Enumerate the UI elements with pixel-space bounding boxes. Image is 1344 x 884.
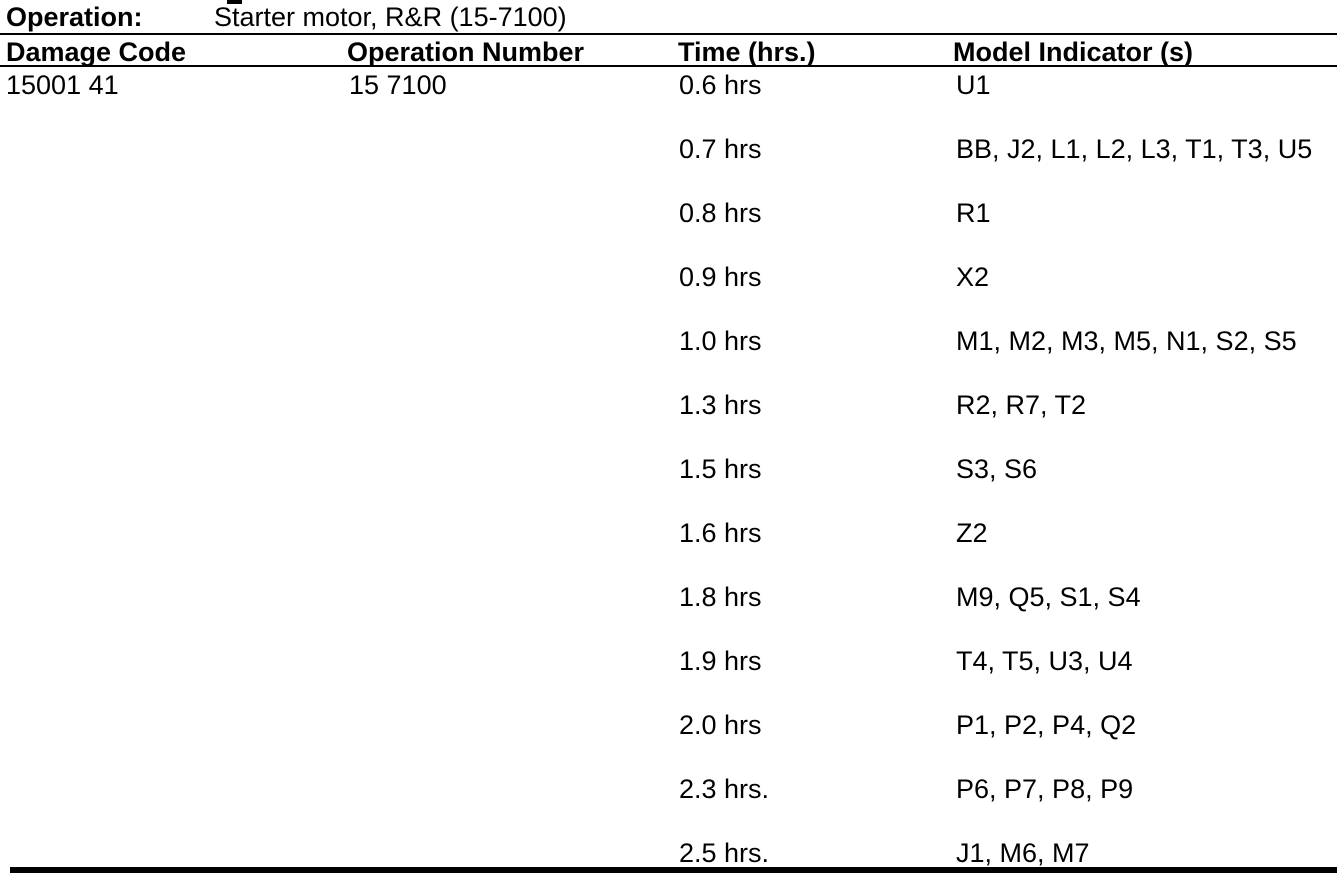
model-indicators-value: T4, T5, U3, U4	[956, 646, 1133, 676]
operation-value: Starter motor, R&R (15-7100)	[214, 2, 567, 32]
time-value: 0.8 hrs	[679, 198, 762, 228]
time-value: 2.5 hrs.	[679, 838, 770, 868]
table-row: 1.0 hrs M1, M2, M3, M5, N1, S2, S5	[0, 326, 1344, 390]
model-indicators-value: BB, J2, L1, L2, L3, T1, T3, U5	[956, 134, 1313, 164]
time-value: 1.6 hrs	[679, 518, 762, 548]
cropped-text-fragment	[227, 0, 242, 4]
operation-label: Operation:	[6, 2, 143, 32]
table-row: 0.9 hrs X2	[0, 262, 1344, 326]
model-indicators-value: J1, M6, M7	[956, 838, 1090, 868]
divider-operation-underline	[0, 33, 1337, 35]
table-row: 0.6 hrs U1	[0, 70, 1344, 134]
model-indicators-value: U1	[956, 70, 991, 100]
time-value: 0.9 hrs	[679, 262, 762, 292]
table-row: 0.8 hrs R1	[0, 198, 1344, 262]
model-indicators-value: P6, P7, P8, P9	[956, 774, 1134, 804]
time-value: 0.7 hrs	[679, 134, 762, 164]
table-row: 1.6 hrs Z2	[0, 518, 1344, 582]
table-row: 2.5 hrs. J1, M6, M7	[0, 838, 1344, 884]
model-indicators-value: X2	[956, 262, 990, 292]
model-indicators-value: R2, R7, T2	[956, 390, 1087, 420]
table-row: 1.5 hrs S3, S6	[0, 454, 1344, 518]
time-value: 2.3 hrs.	[679, 774, 770, 804]
damage-code-value: 15001 41	[6, 70, 119, 100]
table-row: 1.8 hrs M9, Q5, S1, S4	[0, 582, 1344, 646]
model-indicators-value: M1, M2, M3, M5, N1, S2, S5	[956, 326, 1297, 356]
time-value: 2.0 hrs	[679, 710, 762, 740]
model-indicators-value: P1, P2, P4, Q2	[956, 710, 1137, 740]
model-indicators-value: M9, Q5, S1, S4	[956, 582, 1141, 612]
model-indicators-value: R1	[956, 198, 991, 228]
operation-number-value: 15 7100	[349, 70, 447, 100]
table-row: 1.9 hrs T4, T5, U3, U4	[0, 646, 1344, 710]
time-value: 1.5 hrs	[679, 454, 762, 484]
time-value: 0.6 hrs	[679, 70, 762, 100]
table-row: 2.3 hrs. P6, P7, P8, P9	[0, 774, 1344, 838]
time-value: 1.8 hrs	[679, 582, 762, 612]
time-value: 1.0 hrs	[679, 326, 762, 356]
table-row: 2.0 hrs P1, P2, P4, Q2	[0, 710, 1344, 774]
table-row: 0.7 hrs BB, J2, L1, L2, L3, T1, T3, U5	[0, 134, 1344, 198]
column-header-damage-code: Damage Code	[6, 37, 187, 67]
model-indicators-value: S3, S6	[956, 454, 1038, 484]
divider-header-underline	[0, 65, 1337, 67]
column-header-model-indicators: Model Indicator (s)	[953, 37, 1194, 67]
column-header-operation-number: Operation Number	[347, 37, 585, 67]
divider-table-bottom	[10, 867, 1337, 873]
column-header-time: Time (hrs.)	[678, 37, 816, 67]
time-value: 1.9 hrs	[679, 646, 762, 676]
table-row: 1.3 hrs R2, R7, T2	[0, 390, 1344, 454]
model-indicators-value: Z2	[956, 518, 988, 548]
time-rows: 0.6 hrs U1 0.7 hrs BB, J2, L1, L2, L3, T…	[0, 70, 1344, 884]
time-value: 1.3 hrs	[679, 390, 762, 420]
